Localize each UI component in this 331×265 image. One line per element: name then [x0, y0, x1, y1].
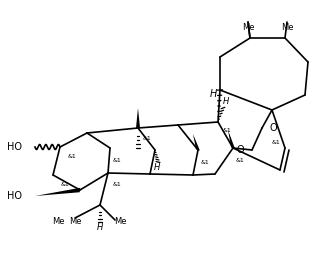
Text: &1: &1: [113, 183, 122, 188]
Text: H: H: [209, 89, 217, 99]
Text: O: O: [236, 145, 244, 155]
Text: Me: Me: [114, 218, 126, 227]
Text: &1: &1: [113, 157, 122, 162]
Text: &1: &1: [68, 154, 77, 160]
Text: Me: Me: [69, 218, 81, 227]
Text: Me: Me: [242, 24, 254, 33]
Text: H: H: [97, 223, 103, 232]
Polygon shape: [193, 134, 200, 151]
Text: HO: HO: [7, 142, 22, 152]
Text: &1: &1: [236, 157, 245, 162]
Text: &1: &1: [61, 183, 70, 188]
Text: &1: &1: [223, 127, 232, 132]
Polygon shape: [136, 108, 140, 128]
Polygon shape: [228, 130, 235, 149]
Text: &1: &1: [272, 140, 281, 145]
Text: HO: HO: [7, 191, 22, 201]
Text: &1: &1: [143, 135, 152, 140]
Text: Me: Me: [281, 24, 293, 33]
Text: H: H: [154, 164, 160, 173]
Text: Me: Me: [53, 218, 65, 227]
Text: O: O: [269, 123, 277, 133]
Text: H: H: [223, 98, 229, 107]
Text: &1: &1: [201, 160, 210, 165]
Polygon shape: [35, 188, 80, 196]
